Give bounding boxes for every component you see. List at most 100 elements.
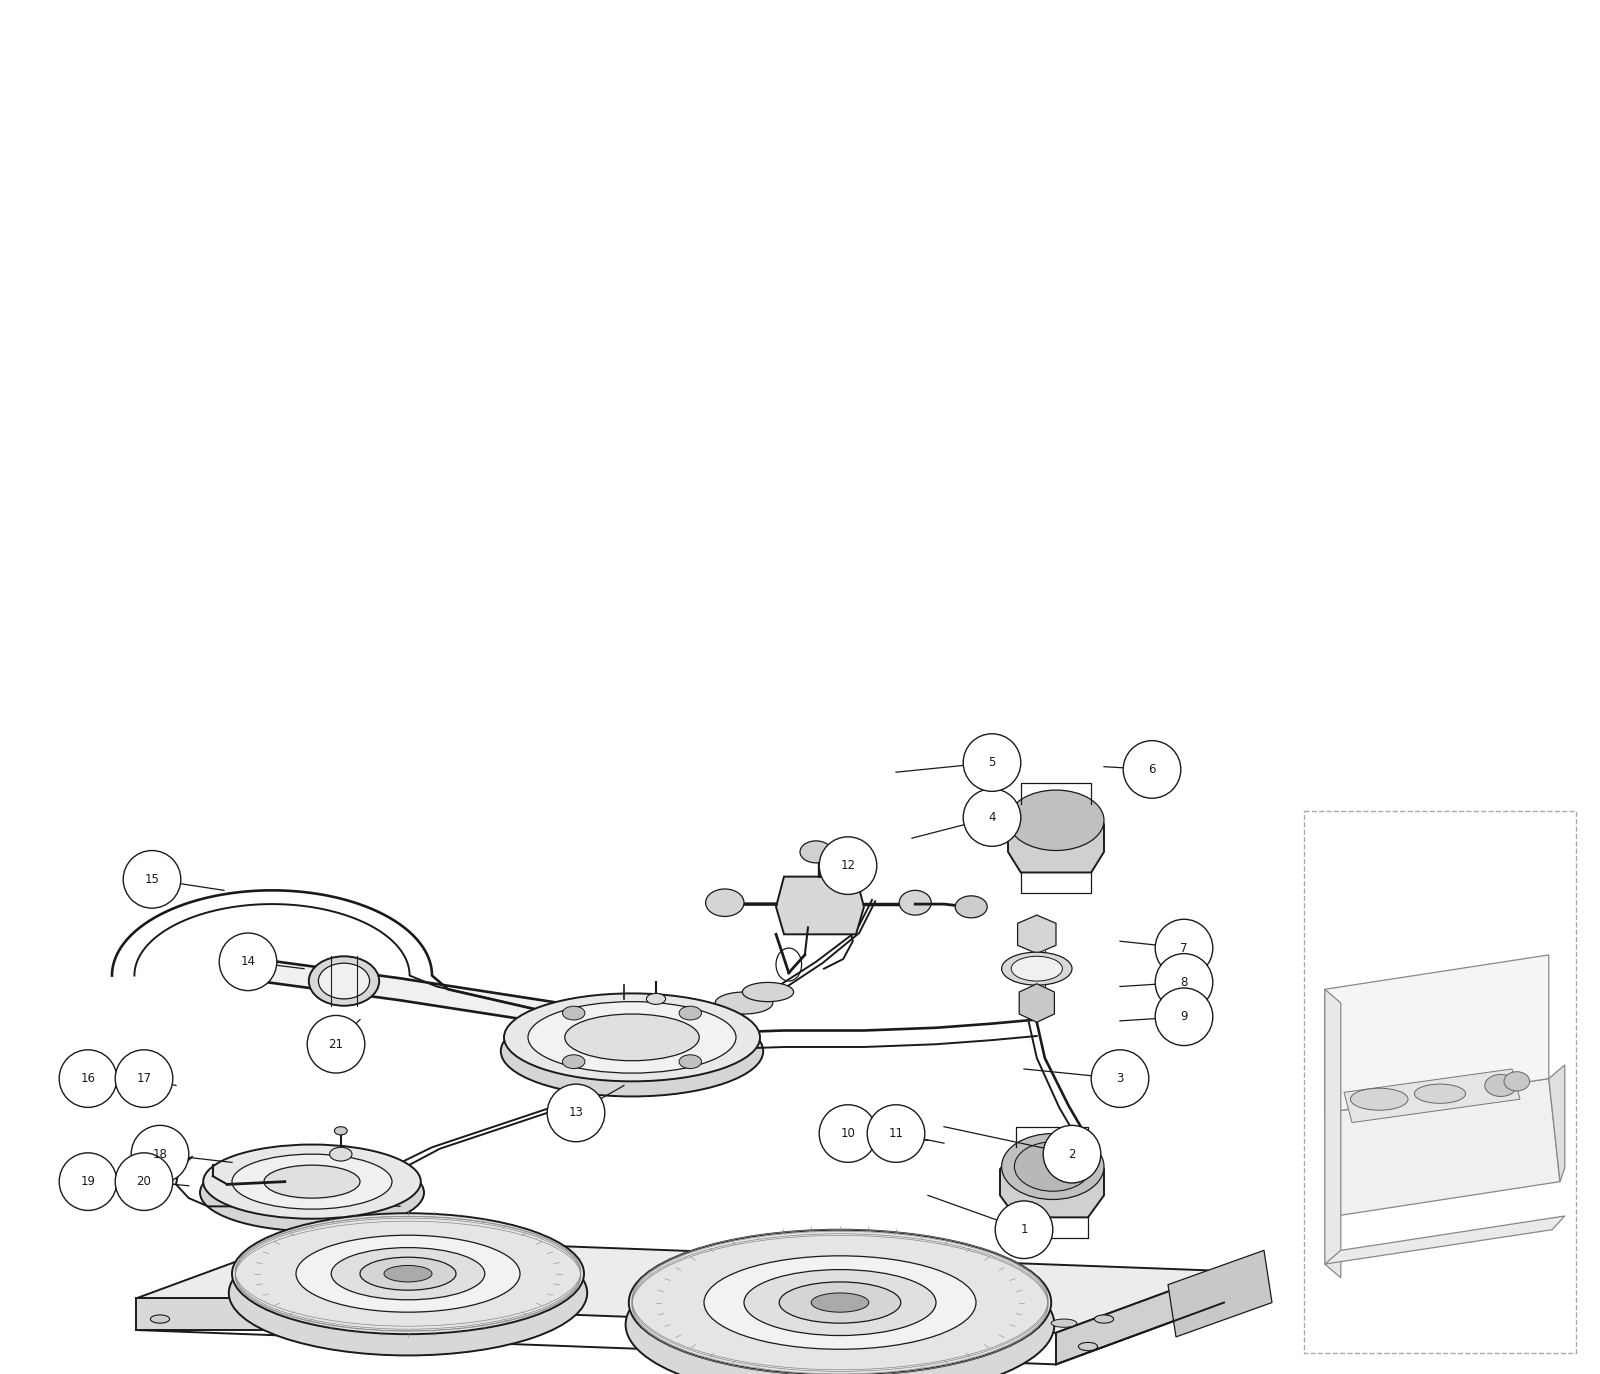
Circle shape <box>1043 1125 1101 1183</box>
Text: 17: 17 <box>136 1072 152 1085</box>
Circle shape <box>1155 954 1213 1011</box>
Polygon shape <box>776 877 864 934</box>
Text: 12: 12 <box>840 859 856 872</box>
Ellipse shape <box>1504 1072 1530 1091</box>
Ellipse shape <box>779 1282 901 1323</box>
Ellipse shape <box>360 1257 456 1290</box>
Ellipse shape <box>528 1002 736 1073</box>
Circle shape <box>963 734 1021 791</box>
Circle shape <box>59 1050 117 1107</box>
Circle shape <box>307 1015 365 1073</box>
Circle shape <box>547 1084 605 1142</box>
Circle shape <box>1123 741 1181 798</box>
Ellipse shape <box>1094 1315 1114 1323</box>
Ellipse shape <box>1008 790 1104 851</box>
Ellipse shape <box>704 1256 976 1349</box>
Ellipse shape <box>613 1013 651 1040</box>
Ellipse shape <box>384 1265 432 1282</box>
Circle shape <box>115 1153 173 1210</box>
Polygon shape <box>1325 989 1341 1278</box>
Ellipse shape <box>229 1231 587 1355</box>
Ellipse shape <box>1002 1134 1104 1200</box>
Polygon shape <box>1325 955 1549 1113</box>
Polygon shape <box>1008 804 1104 872</box>
Polygon shape <box>1019 984 1054 1022</box>
Ellipse shape <box>150 1315 170 1323</box>
Polygon shape <box>1325 1079 1560 1216</box>
Text: 18: 18 <box>152 1147 168 1161</box>
Ellipse shape <box>1014 1142 1091 1191</box>
Text: 20: 20 <box>136 1175 152 1189</box>
Text: 10: 10 <box>840 1127 856 1140</box>
Ellipse shape <box>334 1127 347 1135</box>
Circle shape <box>131 1125 189 1183</box>
Ellipse shape <box>955 896 987 918</box>
Polygon shape <box>1056 1271 1224 1364</box>
Ellipse shape <box>232 1154 392 1209</box>
Polygon shape <box>1000 1147 1104 1217</box>
Text: 5: 5 <box>989 756 995 769</box>
Ellipse shape <box>626 1249 1054 1374</box>
Polygon shape <box>1549 1065 1565 1182</box>
Ellipse shape <box>678 1006 701 1020</box>
Text: 13: 13 <box>568 1106 584 1120</box>
Ellipse shape <box>232 1213 584 1334</box>
Ellipse shape <box>1002 952 1072 985</box>
Ellipse shape <box>232 956 264 981</box>
Ellipse shape <box>264 1165 360 1198</box>
Circle shape <box>219 933 277 991</box>
Ellipse shape <box>706 889 744 916</box>
Ellipse shape <box>744 1270 936 1336</box>
Text: 21: 21 <box>328 1037 344 1051</box>
Ellipse shape <box>200 1154 424 1231</box>
Text: 4: 4 <box>989 811 995 824</box>
Ellipse shape <box>330 1147 352 1161</box>
Ellipse shape <box>811 1293 869 1312</box>
Ellipse shape <box>501 1006 763 1096</box>
Ellipse shape <box>800 841 832 863</box>
Ellipse shape <box>629 1230 1051 1374</box>
Ellipse shape <box>504 993 760 1081</box>
Text: 15: 15 <box>144 872 160 886</box>
Polygon shape <box>1344 1069 1520 1123</box>
Circle shape <box>1091 1050 1149 1107</box>
Ellipse shape <box>203 1145 421 1219</box>
Polygon shape <box>1325 1216 1565 1264</box>
Circle shape <box>123 851 181 908</box>
Text: 9: 9 <box>1181 1010 1187 1024</box>
Circle shape <box>819 837 877 894</box>
Circle shape <box>819 1105 877 1162</box>
Ellipse shape <box>296 1235 520 1312</box>
Ellipse shape <box>1414 1084 1466 1103</box>
Polygon shape <box>136 1237 1224 1333</box>
Ellipse shape <box>1011 956 1062 981</box>
Polygon shape <box>248 958 632 1037</box>
Ellipse shape <box>1350 1088 1408 1110</box>
Ellipse shape <box>715 992 773 1014</box>
Circle shape <box>1155 988 1213 1046</box>
Ellipse shape <box>678 1055 701 1069</box>
Text: 6: 6 <box>1149 763 1155 776</box>
Ellipse shape <box>318 963 370 999</box>
Text: 3: 3 <box>1117 1072 1123 1085</box>
Text: 7: 7 <box>1181 941 1187 955</box>
Text: 2: 2 <box>1069 1147 1075 1161</box>
Circle shape <box>59 1153 117 1210</box>
Ellipse shape <box>563 1055 586 1069</box>
Ellipse shape <box>742 982 794 1002</box>
Polygon shape <box>1018 915 1056 954</box>
Ellipse shape <box>1051 1319 1077 1327</box>
Ellipse shape <box>565 1014 699 1061</box>
Text: 16: 16 <box>80 1072 96 1085</box>
Text: 11: 11 <box>888 1127 904 1140</box>
Text: 19: 19 <box>80 1175 96 1189</box>
Ellipse shape <box>1078 1342 1098 1351</box>
Ellipse shape <box>899 890 931 915</box>
Circle shape <box>995 1201 1053 1259</box>
Ellipse shape <box>646 993 666 1004</box>
Ellipse shape <box>563 1006 586 1020</box>
Text: 8: 8 <box>1181 976 1187 989</box>
Text: 1: 1 <box>1021 1223 1027 1237</box>
Ellipse shape <box>915 1292 1037 1333</box>
Circle shape <box>1155 919 1213 977</box>
